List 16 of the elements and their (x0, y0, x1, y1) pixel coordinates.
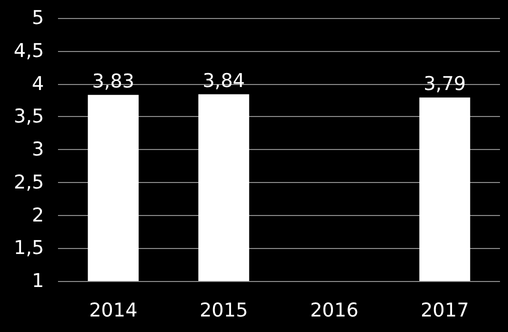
x-tick-label: 2015 (200, 300, 248, 322)
x-tick-label: 2016 (310, 300, 358, 322)
y-tick-label: 5 (32, 7, 44, 29)
y-tick-label: 4,5 (14, 40, 44, 62)
y-tick-label: 2 (32, 204, 44, 226)
y-tick-label: 1 (32, 270, 44, 292)
data-label: 3,84 (202, 70, 245, 92)
x-tick-label: 2017 (420, 300, 469, 322)
y-tick-label: 2,5 (14, 171, 44, 194)
x-tick-label: 2014 (89, 300, 138, 322)
y-tick-label: 3 (32, 138, 44, 160)
data-label: 3,83 (92, 70, 134, 92)
data-label: 3,79 (424, 73, 466, 96)
y-tick-label: 4 (32, 72, 44, 95)
y-tick-label: 1,5 (14, 237, 44, 260)
y-tick-label: 3,5 (14, 106, 44, 128)
